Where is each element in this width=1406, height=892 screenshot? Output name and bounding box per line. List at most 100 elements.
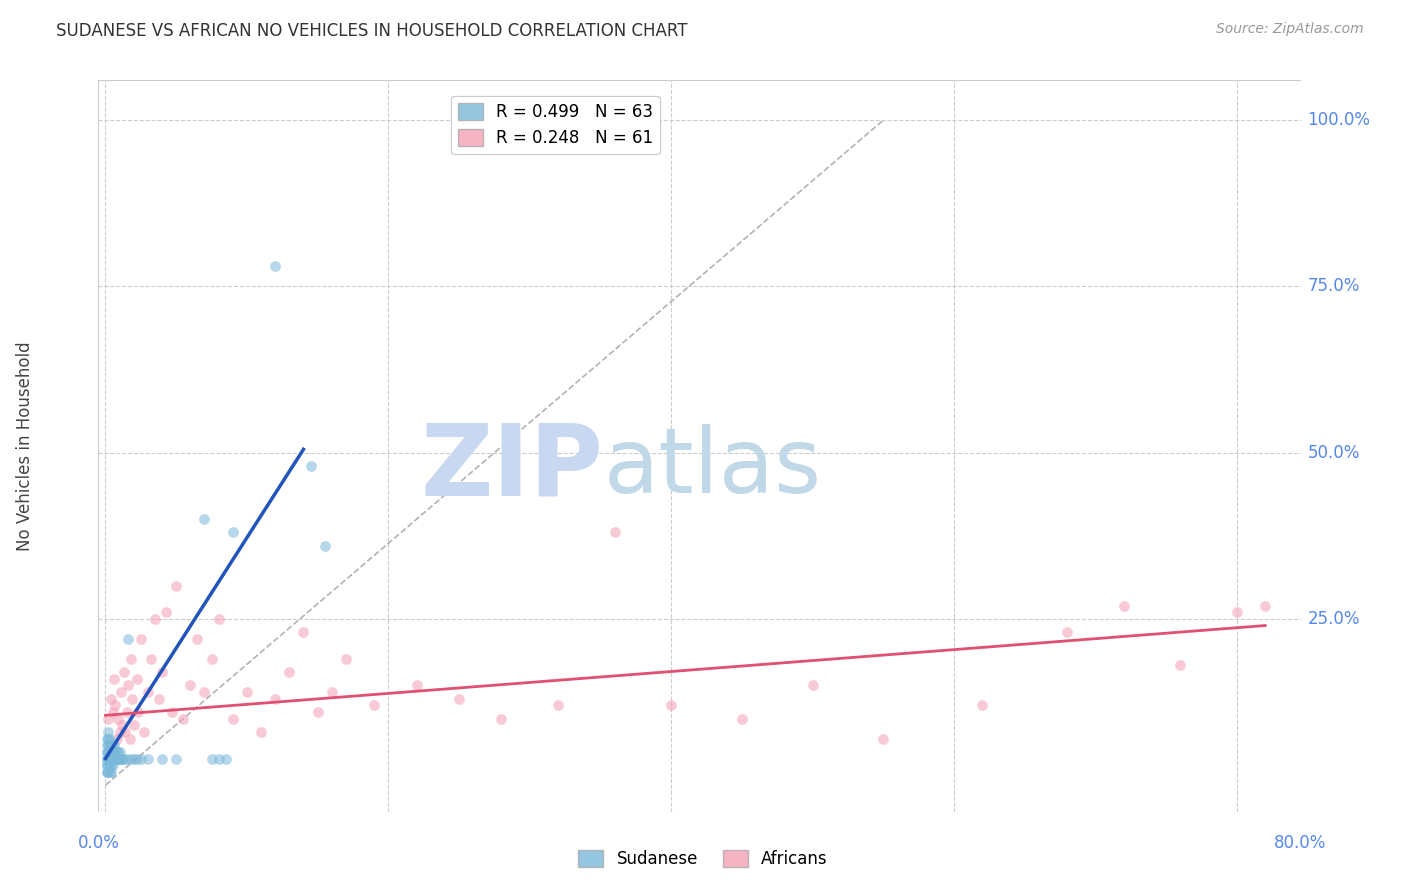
Point xyxy=(103,745,125,759)
Point xyxy=(160,705,183,719)
Point xyxy=(603,525,626,540)
Point xyxy=(1170,658,1192,673)
Point xyxy=(107,751,129,765)
Point xyxy=(1112,599,1135,613)
Point xyxy=(292,625,315,640)
Point xyxy=(100,764,122,779)
Point xyxy=(200,751,222,765)
Point xyxy=(120,652,142,666)
Point xyxy=(200,652,222,666)
Point xyxy=(100,745,122,759)
Point xyxy=(96,745,118,759)
Point xyxy=(150,665,173,679)
Point xyxy=(98,751,121,765)
Point xyxy=(129,632,152,646)
Point xyxy=(98,764,121,779)
Point xyxy=(250,725,273,739)
Point xyxy=(96,751,118,765)
Point xyxy=(104,745,127,759)
Text: No Vehicles in Household: No Vehicles in Household xyxy=(17,341,34,551)
Point xyxy=(107,712,129,726)
Point xyxy=(100,738,122,752)
Point xyxy=(129,751,152,765)
Point xyxy=(148,691,170,706)
Point xyxy=(193,685,215,699)
Point xyxy=(97,725,120,739)
Point xyxy=(96,758,118,772)
Point xyxy=(132,725,155,739)
Point xyxy=(111,718,134,732)
Point xyxy=(222,525,245,540)
Point xyxy=(363,698,385,713)
Point xyxy=(111,751,134,765)
Point xyxy=(98,731,121,746)
Point xyxy=(96,738,118,752)
Point xyxy=(115,751,138,765)
Text: 80.0%: 80.0% xyxy=(1274,834,1327,852)
Point xyxy=(215,751,238,765)
Point xyxy=(236,685,259,699)
Point xyxy=(97,758,120,772)
Point xyxy=(96,764,118,779)
Point xyxy=(1056,625,1078,640)
Point xyxy=(264,691,287,706)
Text: 25.0%: 25.0% xyxy=(1308,610,1360,628)
Text: atlas: atlas xyxy=(603,424,821,512)
Point xyxy=(172,712,194,726)
Point xyxy=(103,738,125,752)
Point xyxy=(107,745,129,759)
Point xyxy=(143,612,166,626)
Point xyxy=(97,731,120,746)
Point xyxy=(125,751,148,765)
Text: SUDANESE VS AFRICAN NO VEHICLES IN HOUSEHOLD CORRELATION CHART: SUDANESE VS AFRICAN NO VEHICLES IN HOUSE… xyxy=(56,22,688,40)
Point xyxy=(127,705,149,719)
Point xyxy=(112,665,135,679)
Point xyxy=(104,751,127,765)
Point xyxy=(314,539,336,553)
Point xyxy=(96,764,118,779)
Point xyxy=(110,751,132,765)
Point xyxy=(115,705,138,719)
Point xyxy=(97,745,120,759)
Point xyxy=(108,745,131,759)
Point xyxy=(405,678,427,692)
Point xyxy=(136,685,159,699)
Point xyxy=(114,725,136,739)
Point xyxy=(100,691,122,706)
Point xyxy=(136,751,159,765)
Point xyxy=(101,758,124,772)
Point xyxy=(299,458,322,473)
Point xyxy=(96,731,118,746)
Point xyxy=(139,652,162,666)
Text: 0.0%: 0.0% xyxy=(77,834,120,852)
Text: ZIP: ZIP xyxy=(420,419,603,516)
Point xyxy=(872,731,894,746)
Point xyxy=(972,698,994,713)
Point xyxy=(801,678,824,692)
Point xyxy=(186,632,208,646)
Point xyxy=(96,751,118,765)
Point xyxy=(179,678,201,692)
Point xyxy=(96,758,118,772)
Point xyxy=(101,745,124,759)
Point xyxy=(547,698,569,713)
Point xyxy=(98,745,121,759)
Point xyxy=(103,672,125,686)
Point xyxy=(108,751,131,765)
Point xyxy=(101,738,124,752)
Point xyxy=(122,718,145,732)
Point xyxy=(100,751,122,765)
Point xyxy=(101,705,124,719)
Point xyxy=(98,758,121,772)
Point xyxy=(659,698,682,713)
Text: 75.0%: 75.0% xyxy=(1308,277,1360,295)
Point xyxy=(125,672,148,686)
Point xyxy=(121,691,143,706)
Point xyxy=(278,665,301,679)
Point xyxy=(105,731,128,746)
Point xyxy=(97,764,120,779)
Point xyxy=(165,579,187,593)
Point xyxy=(335,652,357,666)
Point xyxy=(447,691,470,706)
Point xyxy=(307,705,329,719)
